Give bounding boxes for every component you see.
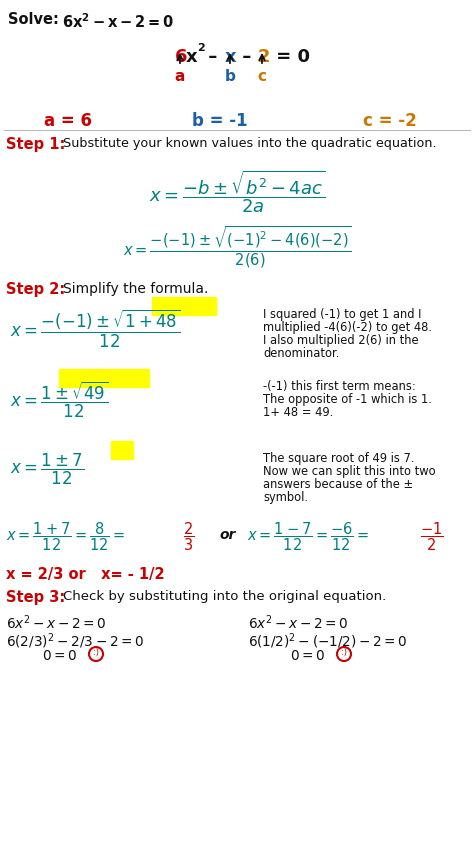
Text: $x = \dfrac{1-7}{12} = \dfrac{-6}{12} = $: $x = \dfrac{1-7}{12} = \dfrac{-6}{12} = … — [247, 520, 369, 552]
Text: The square root of 49 is 7.: The square root of 49 is 7. — [263, 452, 414, 465]
Text: 2: 2 — [258, 48, 271, 66]
Text: I squared (-1) to get 1 and I: I squared (-1) to get 1 and I — [263, 308, 421, 321]
Text: 2: 2 — [197, 43, 205, 53]
Text: $\mathbf{6x^2 - x - 2 = 0}$: $\mathbf{6x^2 - x - 2 = 0}$ — [62, 12, 174, 31]
Text: b: b — [225, 69, 236, 84]
FancyBboxPatch shape — [111, 441, 133, 459]
Text: The opposite of -1 which is 1.: The opposite of -1 which is 1. — [263, 393, 432, 406]
Text: :): :) — [341, 648, 347, 657]
Text: Simplify the formula.: Simplify the formula. — [63, 282, 209, 296]
Text: $6x^2 - x - 2 = 0$: $6x^2 - x - 2 = 0$ — [248, 613, 348, 632]
Text: denominator.: denominator. — [263, 347, 339, 360]
Text: Now we can split this into two: Now we can split this into two — [263, 465, 436, 478]
Text: 1+ 48 = 49.: 1+ 48 = 49. — [263, 406, 333, 419]
Text: –: – — [202, 48, 224, 66]
Text: $0 = 0$: $0 = 0$ — [43, 649, 78, 663]
Text: –: – — [236, 48, 258, 66]
Text: symbol.: symbol. — [263, 491, 308, 504]
Text: a: a — [175, 69, 185, 84]
Text: Step 1:: Step 1: — [6, 137, 65, 152]
Text: c: c — [257, 69, 266, 84]
Text: c = -2: c = -2 — [363, 112, 417, 130]
Text: $\dfrac{2}{3}$: $\dfrac{2}{3}$ — [183, 520, 194, 552]
Text: or: or — [220, 528, 237, 542]
Text: x: x — [186, 48, 198, 66]
Text: Substitute your known values into the quadratic equation.: Substitute your known values into the qu… — [63, 137, 437, 150]
Text: $6x^2 - x - 2 = 0$: $6x^2 - x - 2 = 0$ — [6, 613, 107, 632]
Text: $x = \dfrac{-b \pm \sqrt{b^2 - 4ac}}{2a}$: $x = \dfrac{-b \pm \sqrt{b^2 - 4ac}}{2a}… — [149, 168, 325, 215]
Text: Check by substituting into the original equation.: Check by substituting into the original … — [63, 590, 386, 603]
Text: b = -1: b = -1 — [192, 112, 248, 130]
Text: x = 2/3 or   x= - 1/2: x = 2/3 or x= - 1/2 — [6, 567, 164, 582]
FancyBboxPatch shape — [152, 297, 216, 315]
Text: $x = \dfrac{1+7}{12} = \dfrac{8}{12} = $: $x = \dfrac{1+7}{12} = \dfrac{8}{12} = $ — [6, 520, 125, 552]
Text: $x = \dfrac{1 \pm 7}{12}$: $x = \dfrac{1 \pm 7}{12}$ — [10, 452, 84, 487]
Text: = 0: = 0 — [270, 48, 310, 66]
Text: a = 6: a = 6 — [44, 112, 92, 130]
Text: $6(1/2)^2 - (-1/2) - 2 = 0$: $6(1/2)^2 - (-1/2) - 2 = 0$ — [248, 631, 408, 651]
Text: $x = \dfrac{-(-1) \pm \sqrt{1 + 48}}{12}$: $x = \dfrac{-(-1) \pm \sqrt{1 + 48}}{12}… — [10, 308, 181, 351]
Text: answers because of the ±: answers because of the ± — [263, 478, 413, 491]
Text: Step 3:: Step 3: — [6, 590, 65, 605]
Text: -(-1) this first term means:: -(-1) this first term means: — [263, 380, 416, 393]
Text: :): :) — [93, 648, 99, 657]
Text: Step 2:: Step 2: — [6, 282, 65, 297]
Text: $x = \dfrac{-(-1) \pm \sqrt{(-1)^2 - 4(6)(-2)}}{2(6)}$: $x = \dfrac{-(-1) \pm \sqrt{(-1)^2 - 4(6… — [123, 225, 351, 270]
Text: 6: 6 — [175, 48, 188, 66]
Text: I also multiplied 2(6) in the: I also multiplied 2(6) in the — [263, 334, 419, 347]
FancyBboxPatch shape — [59, 369, 149, 387]
Text: Solve:: Solve: — [8, 12, 59, 27]
Text: $6(2/3)^2 - 2/3 - 2 = 0$: $6(2/3)^2 - 2/3 - 2 = 0$ — [6, 631, 145, 651]
Text: $0 = 0$: $0 = 0$ — [291, 649, 326, 663]
Text: $x = \dfrac{1 \pm \sqrt{49}}{12}$: $x = \dfrac{1 \pm \sqrt{49}}{12}$ — [10, 380, 109, 420]
Text: multiplied -4(6)(-2) to get 48.: multiplied -4(6)(-2) to get 48. — [263, 321, 432, 334]
Text: $\dfrac{-1}{2}$: $\dfrac{-1}{2}$ — [420, 520, 444, 552]
Text: x: x — [225, 48, 237, 66]
